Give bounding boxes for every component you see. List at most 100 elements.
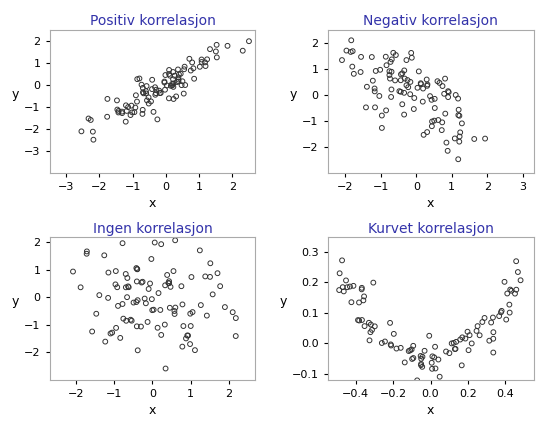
Point xyxy=(404,84,412,91)
Point xyxy=(418,353,427,360)
Point xyxy=(452,92,460,98)
Point xyxy=(152,87,161,93)
Point xyxy=(458,120,466,127)
Point xyxy=(135,75,144,82)
Point xyxy=(165,280,174,287)
Point xyxy=(431,365,440,372)
Point xyxy=(463,328,472,335)
Point xyxy=(166,304,174,311)
Point xyxy=(122,118,130,125)
Point xyxy=(206,273,214,280)
Point xyxy=(369,279,378,286)
Point xyxy=(505,309,514,316)
Point xyxy=(400,89,409,96)
Point xyxy=(342,47,351,54)
Point xyxy=(427,360,436,366)
Point xyxy=(497,309,505,316)
Point xyxy=(348,48,357,54)
Point xyxy=(335,287,344,293)
Point xyxy=(133,98,141,105)
Point xyxy=(430,95,439,102)
Point xyxy=(212,54,221,61)
Point xyxy=(336,270,344,277)
Point xyxy=(392,51,400,58)
Point xyxy=(400,75,409,82)
Point xyxy=(103,95,112,102)
Point xyxy=(153,116,162,123)
Point xyxy=(409,106,418,112)
Point xyxy=(150,239,159,246)
Point xyxy=(84,115,93,122)
Point xyxy=(168,82,177,89)
Point xyxy=(147,86,156,92)
Point xyxy=(122,102,130,109)
Point xyxy=(213,270,222,276)
Point xyxy=(180,66,189,73)
Point xyxy=(434,116,443,123)
Point xyxy=(502,316,510,323)
Point xyxy=(151,90,160,97)
Point xyxy=(349,282,358,289)
Point xyxy=(122,271,130,277)
Point xyxy=(428,353,437,360)
Point xyxy=(454,112,463,119)
Point xyxy=(385,72,394,78)
Point xyxy=(456,129,465,136)
Point xyxy=(417,355,426,362)
Point xyxy=(455,112,464,119)
Point xyxy=(370,88,379,95)
Point xyxy=(404,348,413,354)
Point xyxy=(438,83,447,89)
Point xyxy=(512,286,521,293)
Point xyxy=(197,59,206,65)
Point xyxy=(386,59,395,65)
Point xyxy=(360,323,369,330)
Point xyxy=(171,304,180,311)
Point xyxy=(367,54,376,60)
Point xyxy=(118,110,127,116)
Point xyxy=(163,272,172,279)
Point xyxy=(186,341,195,347)
Point xyxy=(82,248,91,255)
Point xyxy=(355,317,364,324)
Point xyxy=(370,323,379,330)
Point xyxy=(437,127,446,133)
Point xyxy=(456,336,465,343)
Point xyxy=(212,41,221,48)
Point xyxy=(423,82,432,89)
Point xyxy=(419,85,427,92)
Point xyxy=(170,311,179,317)
Point xyxy=(216,283,224,289)
Point xyxy=(147,98,156,105)
Point xyxy=(86,116,95,123)
Point xyxy=(455,138,464,145)
Y-axis label: y: y xyxy=(290,88,298,101)
Point xyxy=(180,63,189,70)
Point xyxy=(106,330,115,337)
Point xyxy=(442,139,451,146)
Point xyxy=(489,329,498,335)
Point xyxy=(359,297,368,304)
Point xyxy=(139,84,147,91)
Point xyxy=(113,284,122,291)
Title: Kurvet korrelasjon: Kurvet korrelasjon xyxy=(367,222,493,235)
Point xyxy=(423,129,432,135)
Point xyxy=(407,346,416,353)
Point xyxy=(428,365,437,372)
Point xyxy=(438,119,447,126)
Point xyxy=(139,89,147,96)
Point xyxy=(512,258,520,265)
Point xyxy=(342,277,350,284)
Point xyxy=(354,316,362,323)
Point xyxy=(103,114,112,120)
Point xyxy=(77,128,86,135)
Point xyxy=(371,104,380,111)
Point xyxy=(416,81,425,87)
Point xyxy=(133,265,141,272)
Point xyxy=(122,284,130,291)
Point xyxy=(164,67,173,73)
Point xyxy=(155,87,163,94)
Point xyxy=(166,284,175,290)
Point xyxy=(138,279,147,285)
Point xyxy=(481,135,490,142)
